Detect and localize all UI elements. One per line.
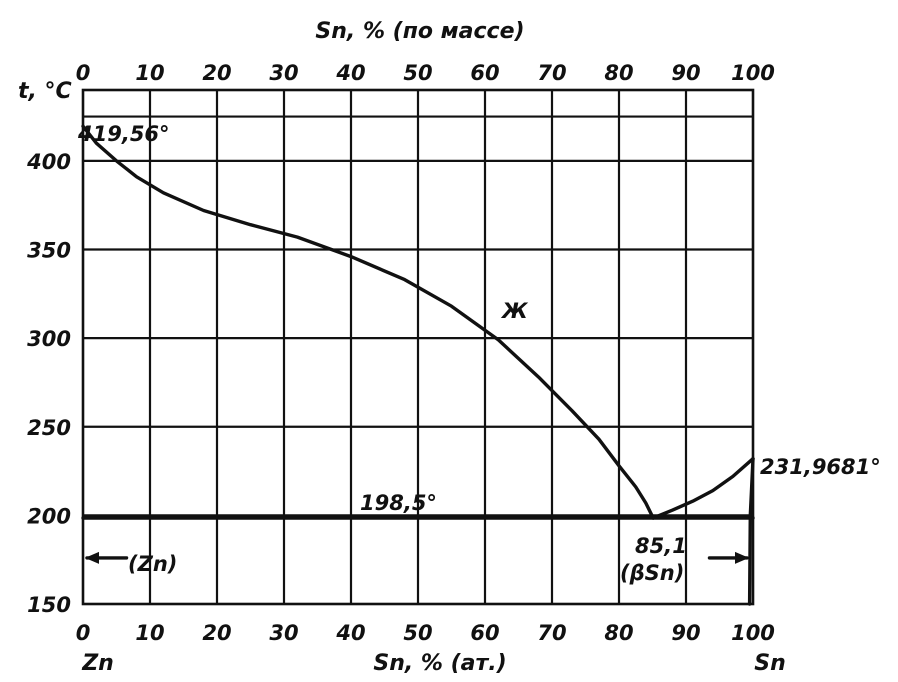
x-top-tick-label-3: 30 <box>269 61 298 85</box>
x-tick-label-2: 20 <box>202 621 231 645</box>
y-tick-label-0: 150 <box>27 593 71 617</box>
x-top-tick-label-1: 10 <box>135 61 164 85</box>
x-top-tick-label-4: 40 <box>335 61 365 85</box>
y-axis-label: t, °C <box>18 79 72 104</box>
x-top-tick-label-2: 20 <box>202 61 231 85</box>
arrows <box>85 551 749 564</box>
zn-melting-point-label: 419,56° <box>77 122 170 146</box>
plot-frame <box>81 88 755 606</box>
zn-phase-arrowhead <box>85 551 99 564</box>
x-top-tick-label-8: 80 <box>604 61 633 85</box>
y-tick-label-2: 250 <box>27 416 71 440</box>
eutectic-temperature-label: 198,5° <box>360 491 437 515</box>
curves <box>81 124 755 606</box>
y-tick-label-3: 300 <box>27 327 71 351</box>
x-top-tick-label-10: 100 <box>731 61 775 85</box>
x-tick-label-8: 80 <box>604 621 633 645</box>
x-tick-label-9: 90 <box>671 621 700 645</box>
x-top-tick-label-9: 90 <box>671 61 700 85</box>
x-tick-label-1: 10 <box>135 621 164 645</box>
x-tick-label-5: 50 <box>403 621 432 645</box>
x-top-tick-label-0: 0 <box>76 61 91 85</box>
y-tick-label-5: 400 <box>26 150 71 174</box>
x-tick-label-4: 40 <box>335 621 365 645</box>
y-tick-label-4: 350 <box>27 239 71 263</box>
tick-labels: 0 10 20 30 40 50 60 70 80 90 100 0 10 20 30 40 50 60 70 80 9… <box>26 61 775 645</box>
series-liquidus-zn <box>81 124 655 520</box>
zn-phase-label: (Zn) <box>128 552 177 576</box>
x-top-tick-label-5: 50 <box>403 61 432 85</box>
sn-melting-point-label: 231,9681° <box>760 455 881 479</box>
x-tick-label-10: 100 <box>731 621 775 645</box>
eutectic-composition-label: 85,1 <box>635 534 687 558</box>
sn-phase-arrowhead <box>735 551 749 564</box>
x-tick-label-3: 30 <box>269 621 298 645</box>
right-component-label: Sn <box>754 651 786 676</box>
top-axis-label: Sn, % (по массе) <box>315 19 524 44</box>
liquid-region-label: Ж <box>500 299 529 323</box>
series-solvus-sn <box>747 457 755 606</box>
y-tick-label-1: 200 <box>27 504 71 528</box>
x-tick-label-7: 70 <box>537 621 566 645</box>
x-top-tick-label-6: 60 <box>470 61 499 85</box>
series-liquidus-sn <box>651 457 755 520</box>
x-top-tick-label-7: 70 <box>537 61 566 85</box>
sn-phase-label: (βSn) <box>620 561 684 585</box>
x-tick-label-6: 60 <box>470 621 499 645</box>
grid <box>83 90 753 604</box>
left-component-label: Zn <box>81 651 114 676</box>
bottom-axis-label: Sn, % (ат.) <box>373 651 506 676</box>
x-tick-label-0: 0 <box>76 621 91 645</box>
